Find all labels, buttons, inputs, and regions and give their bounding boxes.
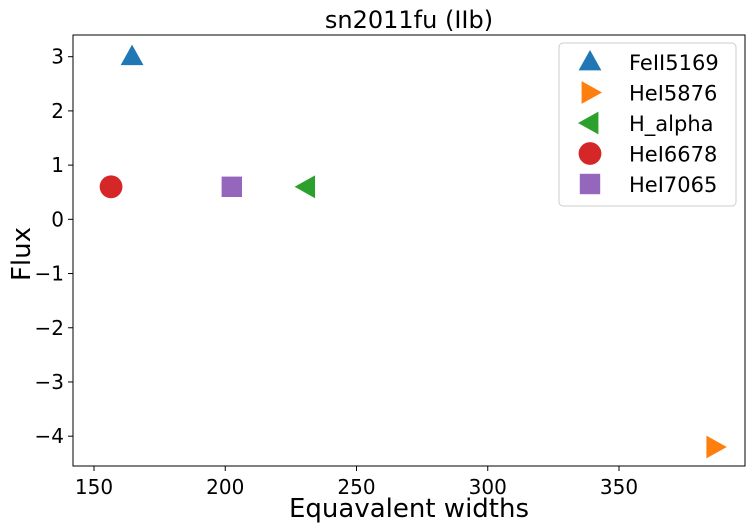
legend: FeII5169 HeI5876 H_alpha HeI6678 HeI7065	[558, 42, 737, 207]
legend-label: HeI7065	[629, 173, 717, 197]
y-axis-ticks: −4 −3 −2 −1 0 1 2 3	[35, 45, 73, 448]
y-tick-label: −4	[35, 424, 64, 448]
legend-label: HeI6678	[629, 143, 717, 167]
data-point	[120, 44, 144, 66]
y-tick-label: 2	[51, 99, 64, 123]
legend-marker	[578, 111, 599, 135]
x-tick-label: 150	[75, 475, 113, 499]
y-tick-label: −1	[35, 262, 64, 286]
x-axis-ticks: 150 200 250 300 350	[75, 466, 638, 499]
x-tick-label: 250	[337, 475, 375, 499]
x-tick-label: 200	[206, 475, 244, 499]
plot-frame	[72, 34, 746, 467]
data-point	[706, 435, 727, 459]
data-point	[221, 176, 243, 197]
legend-label: H_alpha	[629, 112, 714, 137]
y-tick-label: 3	[51, 45, 64, 69]
legend-label: FeII5169	[629, 51, 719, 75]
y-tick-label: 0	[51, 207, 64, 231]
y-tick-label: −3	[35, 370, 64, 394]
y-tick-label: 1	[51, 153, 64, 177]
data-point	[99, 175, 123, 199]
x-tick-label: 300	[469, 475, 507, 499]
legend-marker	[578, 142, 602, 165]
data-point	[294, 175, 316, 199]
legend-label: HeI5876	[629, 82, 717, 106]
legend-marker	[578, 50, 602, 71]
legend-box	[558, 42, 737, 207]
x-axis-title: Equavalent widths	[289, 494, 529, 524]
legend-marker	[581, 81, 602, 104]
x-tick-label: 350	[600, 475, 638, 499]
y-tick-label: −2	[35, 316, 64, 340]
chart-title: sn2011fu (IIb)	[325, 6, 493, 34]
data-points	[99, 44, 727, 459]
legend-marker	[579, 173, 601, 195]
y-axis-title: Flux	[7, 227, 37, 281]
